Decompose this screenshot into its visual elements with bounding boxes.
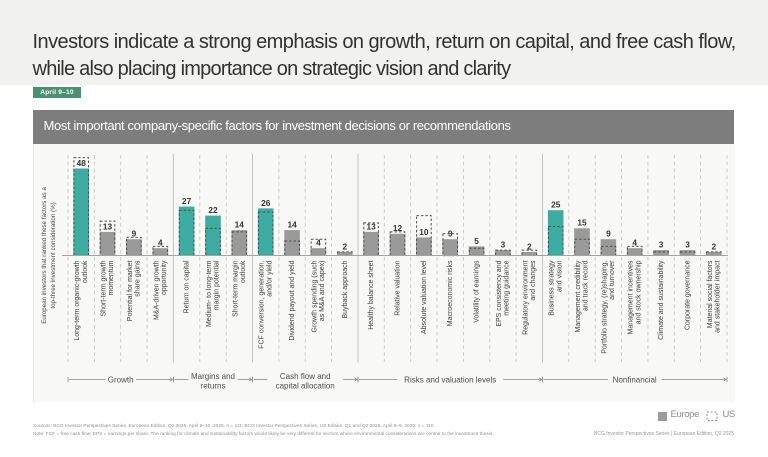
svg-text:Healthy balance sheet: Healthy balance sheet — [368, 260, 375, 329]
svg-text:9: 9 — [448, 228, 453, 238]
svg-text:Volatility of earnings: Volatility of earnings — [474, 260, 481, 323]
svg-text:Portfolio strategy, (re)shapin: Portfolio strategy, (re)shaping,and turn… — [601, 259, 616, 353]
svg-text:27: 27 — [182, 196, 192, 206]
svg-text:Macroeconomic risks: Macroeconomic risks — [447, 260, 454, 326]
svg-text:Buyback approach: Buyback approach — [342, 260, 349, 318]
svg-text:2: 2 — [527, 241, 532, 251]
svg-text:Nonfinancial: Nonfinancial — [613, 375, 657, 384]
svg-text:2: 2 — [711, 241, 716, 251]
svg-text:returns: returns — [201, 381, 226, 390]
svg-text:48: 48 — [77, 157, 87, 167]
svg-text:Long-term organic-growthoutloo: Long-term organic-growthoutlook — [74, 260, 89, 341]
svg-text:Return on capital: Return on capital — [184, 260, 191, 313]
svg-text:FCF conversion, generation,and: FCF conversion, generation,and/or yield — [259, 260, 274, 348]
svg-text:Regulatory environmentand chan: Regulatory environmentand changes — [522, 260, 537, 335]
svg-text:9: 9 — [132, 228, 137, 238]
svg-text:15: 15 — [577, 217, 587, 227]
svg-text:capital allocation: capital allocation — [276, 381, 335, 390]
svg-text:Growth: Growth — [108, 375, 134, 384]
svg-text:5: 5 — [474, 235, 479, 245]
svg-text:9: 9 — [606, 228, 611, 238]
svg-text:10: 10 — [419, 226, 429, 236]
svg-text:Growth spending (suchas M&A an: Growth spending (suchas M&A and capex) — [311, 260, 326, 332]
svg-text:Absolute valuation level: Absolute valuation level — [421, 260, 428, 334]
svg-text:13: 13 — [366, 221, 376, 231]
svg-text:Management credibilityand trac: Management credibilityand track record — [575, 260, 590, 332]
svg-text:Business strategyand vision: Business strategyand vision — [549, 260, 564, 316]
svg-text:2: 2 — [342, 241, 347, 251]
svg-text:Climate and sustainability: Climate and sustainability — [658, 260, 665, 340]
svg-text:3: 3 — [501, 239, 506, 249]
svg-text:Risks and valuation levels: Risks and valuation levels — [404, 375, 496, 384]
svg-text:4: 4 — [158, 237, 163, 247]
svg-text:3: 3 — [685, 239, 690, 249]
svg-text:Short-term growthmomentum: Short-term growthmomentum — [101, 260, 116, 316]
svg-text:25: 25 — [551, 199, 561, 209]
svg-text:Corporate governance: Corporate governance — [685, 260, 692, 330]
svg-text:14: 14 — [235, 219, 245, 229]
svg-text:M&A-driven growthopportunity: M&A-driven growthopportunity — [153, 260, 168, 320]
svg-text:European investors that ranked: European investors that ranked these fac… — [41, 186, 57, 323]
svg-text:26: 26 — [261, 197, 271, 207]
svg-text:3: 3 — [659, 239, 664, 249]
svg-text:22: 22 — [208, 205, 218, 215]
svg-text:Margins and: Margins and — [191, 372, 235, 381]
svg-text:Cash flow and: Cash flow and — [280, 372, 331, 381]
svg-text:Relative valuation: Relative valuation — [395, 260, 402, 315]
svg-text:4: 4 — [316, 237, 321, 247]
svg-text:12: 12 — [393, 223, 403, 233]
svg-text:Short-term marginoutlook: Short-term marginoutlook — [232, 260, 247, 317]
svg-text:Dividend payout and yield: Dividend payout and yield — [289, 260, 296, 340]
svg-text:Material social factorsand sta: Material social factorsand stakeholder i… — [707, 260, 722, 333]
svg-text:4: 4 — [632, 237, 637, 247]
svg-text:14: 14 — [287, 219, 297, 229]
svg-text:13: 13 — [103, 221, 113, 231]
svg-text:EPS consistency andmeeting gui: EPS consistency andmeeting guidance — [496, 260, 511, 326]
svg-text:Management incentivesand stock: Management incentivesand stock ownership — [628, 260, 643, 334]
svg-text:Medium- to long-termmargin pot: Medium- to long-termmargin potential — [206, 260, 221, 327]
svg-text:Potential for marketshare gain: Potential for marketshare gains — [127, 260, 142, 321]
